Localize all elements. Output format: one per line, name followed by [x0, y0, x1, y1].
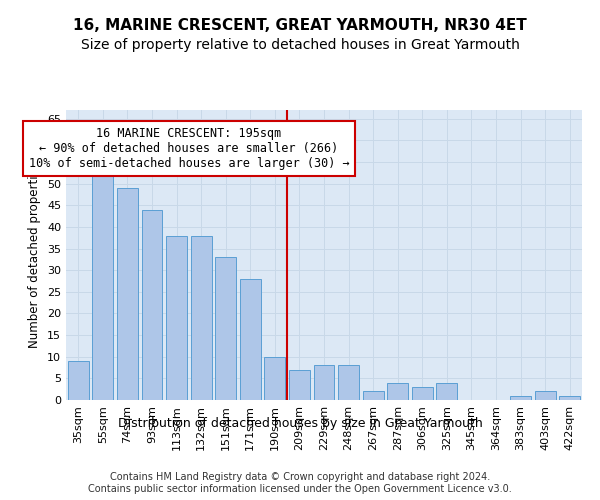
- Text: 16, MARINE CRESCENT, GREAT YARMOUTH, NR30 4ET: 16, MARINE CRESCENT, GREAT YARMOUTH, NR3…: [73, 18, 527, 32]
- Bar: [387, 382, 408, 400]
- Bar: [166, 236, 187, 400]
- Text: Size of property relative to detached houses in Great Yarmouth: Size of property relative to detached ho…: [80, 38, 520, 52]
- Bar: [362, 392, 383, 400]
- Bar: [68, 361, 89, 400]
- Bar: [510, 396, 531, 400]
- Bar: [338, 366, 359, 400]
- Bar: [117, 188, 138, 400]
- Bar: [535, 392, 556, 400]
- Bar: [142, 210, 163, 400]
- Bar: [289, 370, 310, 400]
- Bar: [412, 387, 433, 400]
- Bar: [240, 279, 261, 400]
- Bar: [215, 257, 236, 400]
- Text: 16 MARINE CRESCENT: 195sqm
← 90% of detached houses are smaller (266)
10% of sem: 16 MARINE CRESCENT: 195sqm ← 90% of deta…: [29, 128, 349, 170]
- Y-axis label: Number of detached properties: Number of detached properties: [28, 162, 41, 348]
- Bar: [436, 382, 457, 400]
- Bar: [265, 356, 286, 400]
- Text: Contains HM Land Registry data © Crown copyright and database right 2024.
Contai: Contains HM Land Registry data © Crown c…: [88, 472, 512, 494]
- Bar: [559, 396, 580, 400]
- Bar: [314, 366, 334, 400]
- Text: Distribution of detached houses by size in Great Yarmouth: Distribution of detached houses by size …: [118, 418, 482, 430]
- Bar: [92, 166, 113, 400]
- Bar: [191, 236, 212, 400]
